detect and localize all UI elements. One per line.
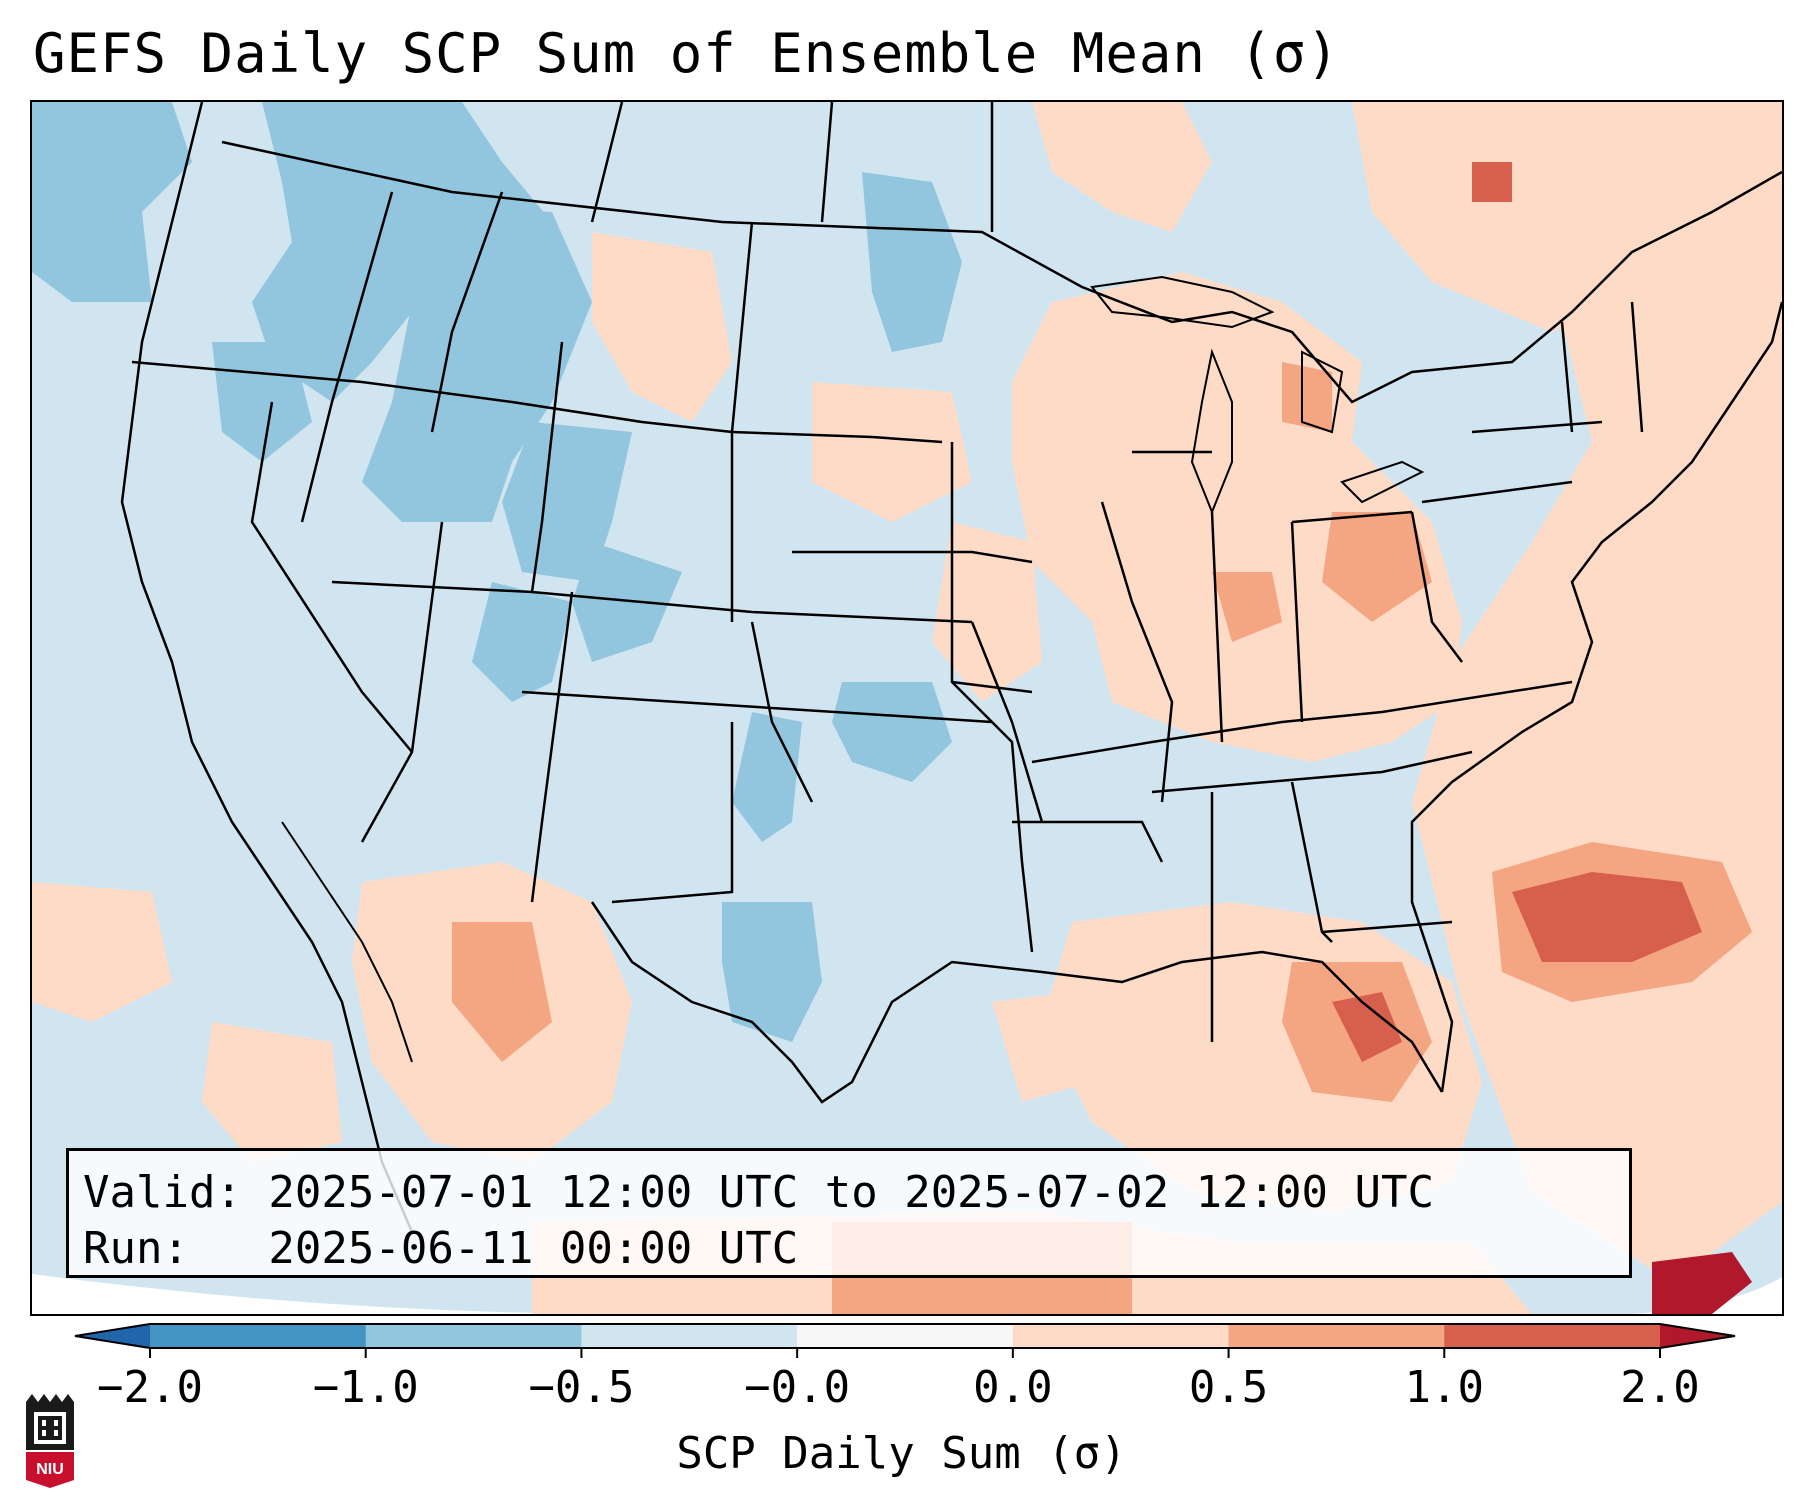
colorbar-label: SCP Daily Sum (σ) [676, 1428, 1127, 1479]
colorbar-tick-label: 0.5 [1188, 1362, 1269, 1413]
map-canvas [32, 102, 1782, 1314]
colorbar-segment [365, 1324, 582, 1348]
colorbar-segment [581, 1324, 798, 1348]
border-us-canada [221, 140, 1782, 404]
run-time-line: Run: 2025-06-11 00:00 UTC [83, 1223, 799, 1274]
map-title: GEFS Daily SCP Sum of Ensemble Mean (σ) [33, 22, 1340, 85]
colorbar-extend-low [75, 1324, 150, 1348]
map-panel [30, 100, 1784, 1316]
colorbar-tick-label: −0.0 [744, 1362, 851, 1413]
coastline-baja [281, 821, 413, 1063]
colorbar-segments [150, 1324, 1661, 1348]
colorbar-segment [797, 1324, 1014, 1348]
lake-huron [1301, 350, 1344, 434]
valid-time-line: Valid: 2025-07-01 12:00 UTC to 2025-07-0… [83, 1167, 1435, 1218]
colorbar-ticks [149, 1348, 1661, 1358]
colorbar-tick-label: 1.0 [1404, 1362, 1485, 1413]
colorbar-segment [1228, 1324, 1445, 1348]
coastline-gulf [590, 901, 1444, 1104]
niu-logo: NIU [26, 1394, 74, 1488]
coastline-pacific [120, 102, 414, 1233]
extreme-positive-region [1652, 1252, 1752, 1314]
colorbar-tick-label: −0.5 [528, 1362, 635, 1413]
lake-superior [1090, 275, 1275, 329]
colorbar-segment [150, 1324, 367, 1348]
colorbar-segment [1444, 1324, 1661, 1348]
projection-edge [1632, 1277, 1782, 1314]
colorbar-tick-label: 0.0 [973, 1362, 1053, 1413]
colorbar-extend-high [1660, 1324, 1735, 1348]
colorbar-segment [1012, 1324, 1230, 1348]
colorbar [74, 1323, 1736, 1358]
negative-anomaly-regions [32, 102, 1762, 1042]
info-box: Valid: 2025-07-01 12:00 UTC to 2025-07-0… [66, 1148, 1632, 1278]
lake-erie [1340, 460, 1425, 504]
colorbar-tick-label: 2.0 [1620, 1362, 1700, 1413]
coastline-atlantic [1410, 301, 1782, 1093]
colorbar-outline [74, 1323, 1736, 1349]
state-boundaries [131, 102, 1644, 1042]
projection-edge [32, 1274, 632, 1314]
colorbar-tick-label: −2.0 [97, 1362, 203, 1413]
niu-logo-text: NIU [36, 1461, 64, 1478]
strong-positive-regions [1332, 162, 1702, 1062]
colorbar-tick-label: −1.0 [312, 1362, 419, 1413]
